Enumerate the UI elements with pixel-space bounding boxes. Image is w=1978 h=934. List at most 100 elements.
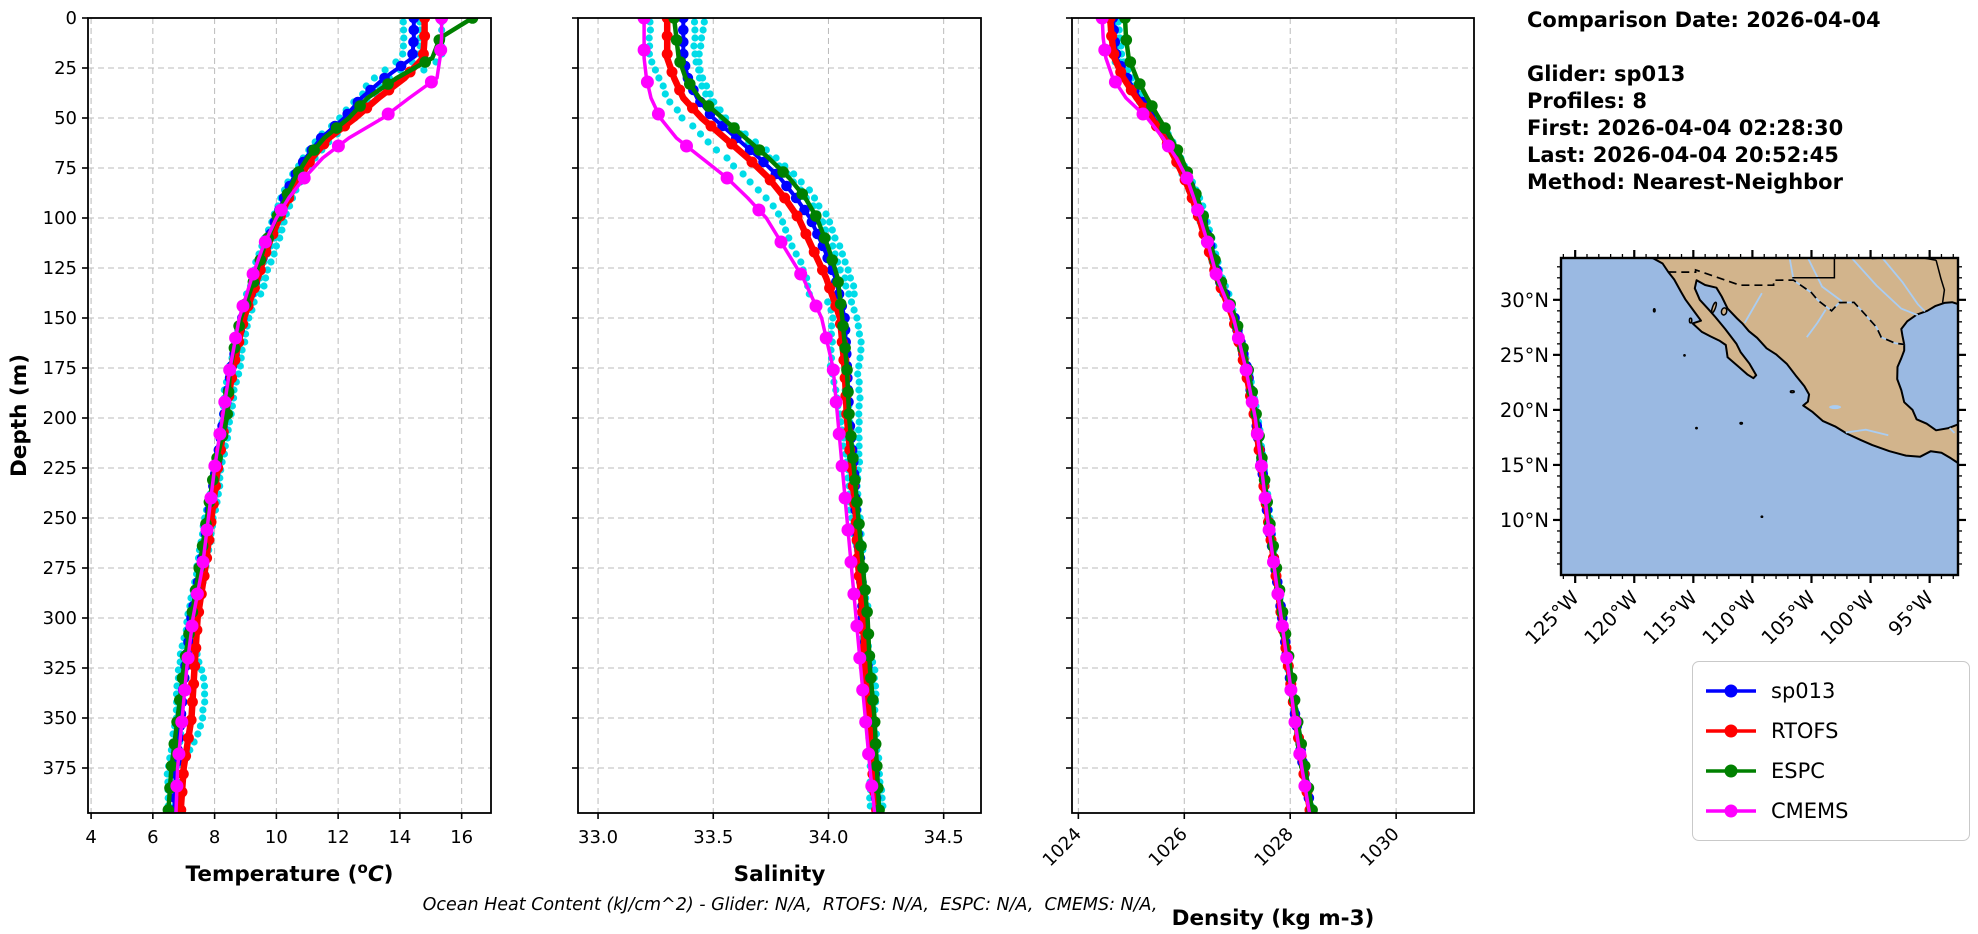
- legend-swatch-icon: [1706, 724, 1756, 738]
- svg-text:25: 25: [54, 58, 77, 79]
- us-mexico-border: [1668, 268, 1905, 346]
- svg-text:20°N: 20°N: [1500, 399, 1549, 422]
- svg-text:8: 8: [209, 827, 220, 848]
- svg-text:1030: 1030: [1356, 824, 1403, 871]
- grid: [88, 17, 491, 813]
- svg-text:10: 10: [265, 827, 288, 848]
- legend-label: ESPC: [1771, 759, 1825, 783]
- svg-text:14: 14: [388, 827, 411, 848]
- series-CMEMS: [170, 18, 449, 813]
- salinity-plot: 33.0 33.5 34.0 34.5 Salinity: [572, 17, 982, 887]
- location-map: 30°N 25°N 20°N 15°N 10°N 125°W120°W115°W110°W…: [1500, 250, 1966, 649]
- info-first: First: 2026-04-04 02:28:30: [1527, 116, 1844, 140]
- depth-axis-label: Depth (m): [7, 354, 32, 477]
- svg-text:34.5: 34.5: [924, 827, 964, 848]
- glider-raw-scatter: [1107, 18, 1315, 810]
- grid: [578, 17, 981, 813]
- axis-frame: [87, 17, 492, 814]
- legend-item-CMEMS: CMEMS: [1705, 791, 1955, 831]
- svg-text:350: 350: [43, 708, 77, 729]
- comparison-info: Comparison Date: 2026-04-04 Glider: sp01…: [1527, 7, 1881, 196]
- density-plot: 1024 1026 1028 1030 Density (kg m-3): [1039, 17, 1475, 931]
- series-RTOFS: [175, 18, 431, 813]
- legend-swatch-icon: [1706, 804, 1756, 818]
- svg-text:12: 12: [327, 827, 350, 848]
- x-axis-ticks: 4 6 8 10 12 14 16: [85, 813, 473, 848]
- legend-item-RTOFS: RTOFS: [1705, 711, 1955, 751]
- grid: [1072, 17, 1474, 813]
- legend-swatch-icon: [1706, 764, 1756, 778]
- svg-text:375: 375: [43, 758, 77, 779]
- x-axis-label: Salinity: [734, 862, 826, 887]
- svg-text:325: 325: [43, 658, 77, 679]
- ohc-caption: Ocean Heat Content (kJ/cm^2) - Glider: N…: [422, 895, 1158, 915]
- series-RTOFS: [1104, 18, 1316, 813]
- svg-text:10°N: 10°N: [1500, 509, 1549, 532]
- series-CMEMS: [1095, 18, 1312, 813]
- svg-text:300: 300: [43, 608, 77, 629]
- x-axis-label: Temperature (oC): [186, 859, 394, 887]
- svg-text:1028: 1028: [1251, 824, 1298, 871]
- land-mexico: [1651, 258, 1958, 465]
- svg-text:150: 150: [43, 308, 77, 329]
- svg-text:125°W: 125°W: [1521, 586, 1584, 649]
- info-method: Method: Nearest-Neighbor: [1527, 170, 1843, 194]
- temperature-plot: 4 6 8 10 12 14 16 0 25 50 75 100 125 150 175 200 225 250 2…: [7, 8, 492, 887]
- map-canvas: [1561, 258, 1958, 575]
- legend-label: CMEMS: [1771, 799, 1849, 823]
- svg-text:120°W: 120°W: [1580, 586, 1643, 649]
- svg-text:1024: 1024: [1039, 824, 1086, 871]
- x-axis-ticks: 1024 1026 1028 1030: [1039, 813, 1404, 871]
- svg-text:0: 0: [66, 8, 77, 29]
- plot-area: [162, 18, 479, 813]
- legend-item-ESPC: ESPC: [1705, 751, 1955, 791]
- svg-text:25°N: 25°N: [1500, 344, 1549, 367]
- x-axis-label: Density (kg m-3): [1172, 906, 1375, 931]
- legend: sp013 RTOFS ESPC CMEMS: [1692, 661, 1970, 841]
- svg-text:200: 200: [43, 408, 77, 429]
- map-frame: [1559, 256, 1960, 577]
- x-axis-ticks: 33.0 33.5 34.0 34.5: [578, 813, 964, 848]
- svg-text:95°W: 95°W: [1884, 586, 1938, 640]
- svg-text:30°N: 30°N: [1500, 289, 1549, 312]
- map-ticks: [1553, 250, 1966, 583]
- svg-text:115°W: 115°W: [1639, 586, 1702, 649]
- svg-text:4: 4: [85, 827, 96, 848]
- svg-text:33.5: 33.5: [693, 827, 733, 848]
- info-last: Last: 2026-04-04 20:52:45: [1527, 143, 1839, 167]
- plot-area: [637, 18, 887, 813]
- legend-item-sp013: sp013: [1705, 671, 1955, 711]
- y-axis-ticks: [572, 17, 578, 769]
- legend-label: RTOFS: [1771, 719, 1839, 743]
- svg-text:50: 50: [54, 108, 77, 129]
- plot-area: [1095, 18, 1318, 813]
- svg-text:1026: 1026: [1145, 824, 1192, 871]
- y-axis-ticks: 0 25 50 75 100 125 150 175 200 225 250 275 300 325 350…: [43, 8, 88, 779]
- svg-text:100°W: 100°W: [1816, 586, 1879, 649]
- svg-text:250: 250: [43, 508, 77, 529]
- svg-text:275: 275: [43, 558, 77, 579]
- svg-text:105°W: 105°W: [1757, 586, 1820, 649]
- svg-text:33.0: 33.0: [578, 827, 618, 848]
- svg-text:34.0: 34.0: [808, 827, 848, 848]
- legend-label: sp013: [1771, 679, 1836, 703]
- svg-text:125: 125: [43, 258, 77, 279]
- axis-frame: [577, 17, 982, 814]
- comparison-date: Comparison Date: 2026-04-04: [1527, 8, 1881, 32]
- svg-text:15°N: 15°N: [1500, 454, 1549, 477]
- svg-text:225: 225: [43, 458, 77, 479]
- svg-text:6: 6: [147, 827, 158, 848]
- info-glider: Glider: sp013: [1527, 62, 1686, 86]
- svg-text:16: 16: [450, 827, 473, 848]
- svg-text:100: 100: [43, 208, 77, 229]
- series-CMEMS: [637, 18, 879, 813]
- series-sp013: [1107, 18, 1317, 813]
- legend-swatch-icon: [1706, 684, 1756, 698]
- lake-chapala: [1829, 405, 1842, 410]
- series-ESPC: [668, 18, 885, 813]
- glider-raw-scatter: [163, 18, 446, 810]
- y-axis-ticks: [1066, 17, 1072, 769]
- svg-text:110°W: 110°W: [1698, 586, 1761, 649]
